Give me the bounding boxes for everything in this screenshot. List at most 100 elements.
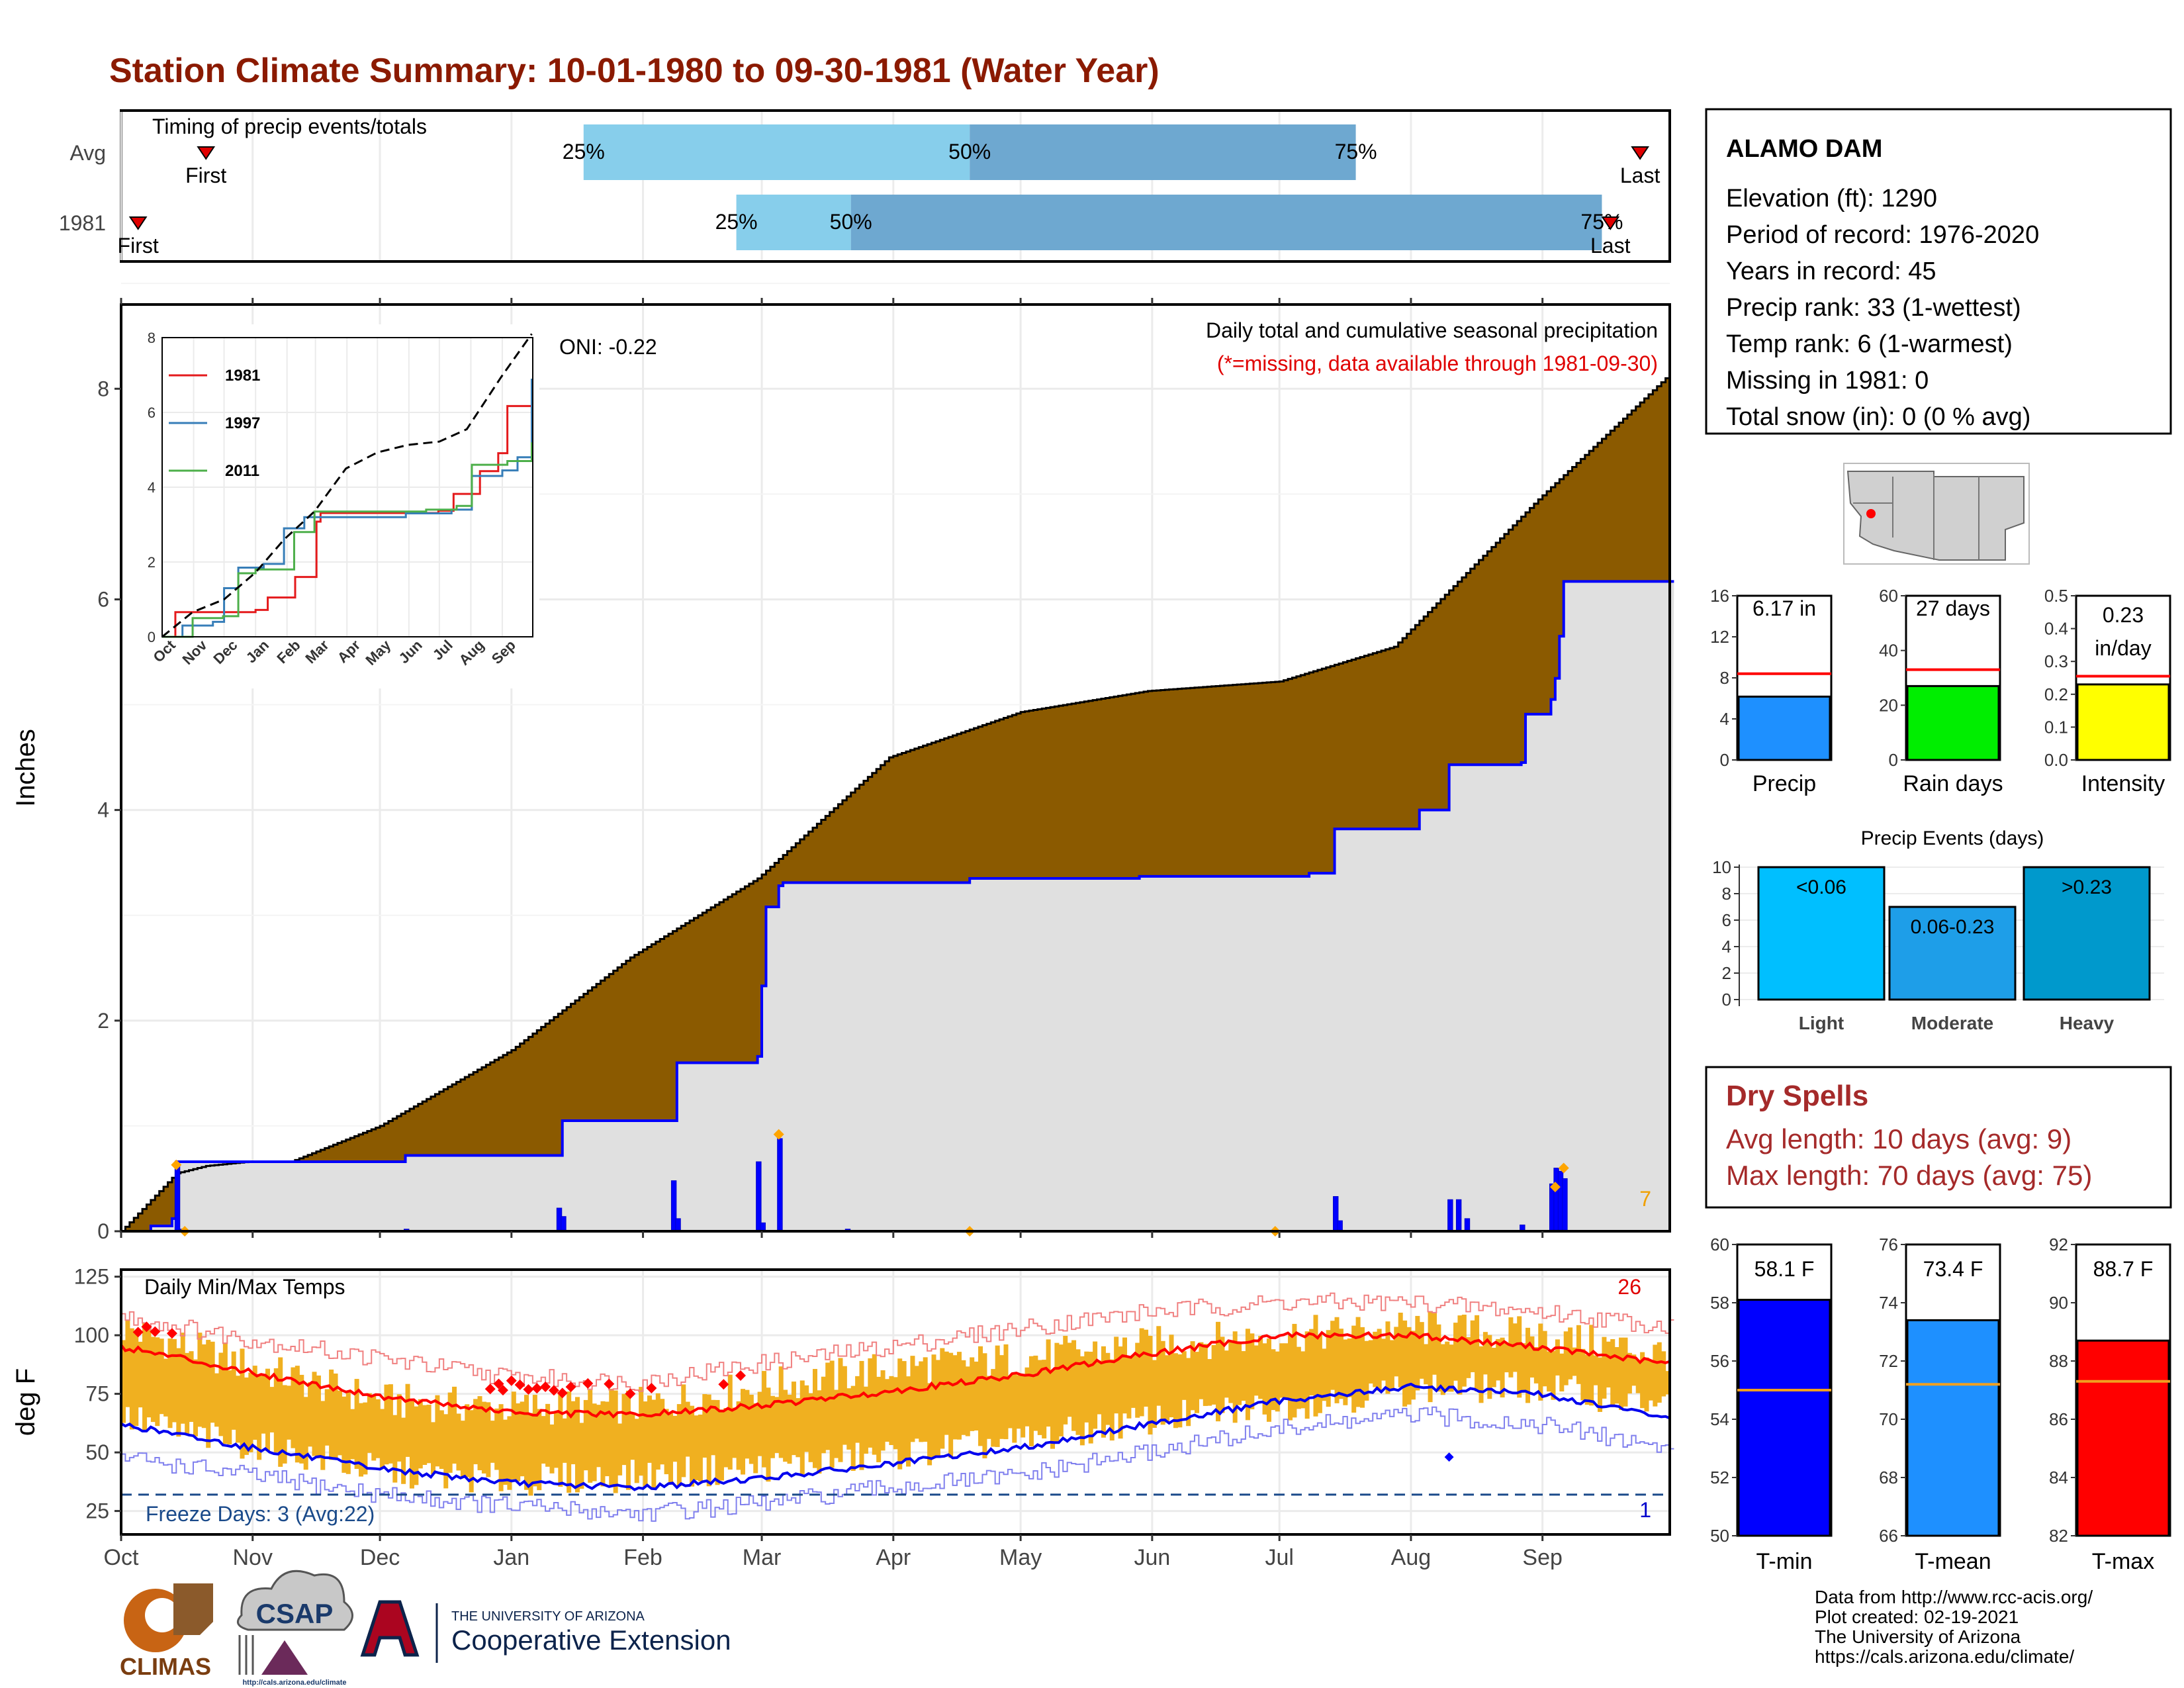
daily-temp-range-bar [278,1357,283,1467]
timing-panel: 25% 50% 75% First Last 25% 50% 75% First Last Tim… [59,109,1671,263]
mini-bar-tick-label: 16 [1710,586,1729,606]
events-bar-label: Light [1799,1013,1844,1033]
record-high-marker [150,1326,161,1337]
temp-summary-tick-label: 76 [1879,1235,1898,1254]
mini-bar-tick-label: 0 [1889,750,1898,770]
daily-temp-range-bar [257,1374,262,1460]
daily-temp-range-bar [1322,1348,1327,1401]
precip-areas [121,377,1674,1233]
daily-temp-range-bar [749,1394,754,1464]
inset-ytick-label: 8 [148,330,156,346]
daily-temp-range-bar [723,1408,729,1468]
daily-temp-range-bar [354,1379,359,1470]
daily-temp-range-bar [507,1416,512,1490]
daily-temp-range-bar [371,1395,377,1461]
daily-precip-bar [777,1138,783,1232]
daily-temp-range-bar [698,1414,703,1481]
daily-temp-range-bar [1631,1354,1637,1386]
daily-temp-range-bar [396,1394,402,1462]
inset-series-line-1981 [162,404,532,638]
daily-temp-range-bar [180,1333,185,1424]
daily-temp-range-bar [727,1374,733,1470]
daily-temp-range-bar [766,1387,771,1482]
daily-temp-range-bar [1135,1342,1140,1418]
daily-temp-range-bar [1496,1338,1501,1381]
daily-temp-range-bar [1572,1347,1577,1376]
ua-small-text: THE UNIVERSITY OF ARIZONA [451,1609,645,1624]
daily-temp-range-bar [647,1395,652,1463]
record-high-marker [604,1378,615,1389]
mini-bar-tick-label: 60 [1879,586,1898,606]
average-min-line [120,1382,1670,1491]
daily-temp-range-bar [473,1399,478,1464]
temp-summary-charts: 50 52 54 56 58 60 58.1 F T-min 66 68 70 72 74 76 73.4 … [1710,1235,2171,1574]
temp-summary-bar [2076,1339,2170,1537]
temp-y-axis: 25 50 75 100 125 [74,1265,121,1523]
daily-temp-range-bar [961,1360,966,1435]
oni-label: ONI: -0.22 [559,335,657,359]
daily-temp-range-bar [1130,1354,1136,1408]
precip-title: Daily total and cumulative seasonal prec… [1206,318,1658,342]
mini-bar-tick-label: 8 [1720,668,1729,688]
daily-temp-range-bar [545,1403,551,1467]
daily-temp-range-bar [935,1360,940,1456]
daily-temp-range-bar [524,1395,529,1490]
record-high-marker [484,1383,496,1395]
timing-bar-q1-1981 [736,195,851,250]
event-diamond-marker [1549,1182,1561,1193]
record-high-marker [565,1382,576,1393]
observed-cumulative-area [121,581,1674,1231]
daily-temp-range-bar [1156,1326,1161,1406]
daily-temp-range-bar [1288,1335,1293,1421]
daily-temp-range-bar [770,1395,775,1458]
temp-panel: 25 50 75 100 125 Oct Nov Dec Jan Feb Mar Apr May Jun… [11,1265,1674,1570]
daily-temp-range-bar [672,1415,678,1462]
temp-summary-tick-label: 58 [1710,1293,1729,1313]
inset-background [122,324,539,688]
record-high-marker [557,1387,568,1399]
daily-temp-range-bar [1635,1360,1641,1393]
average-max-line [120,1331,1670,1419]
daily-precip-bar [1337,1220,1343,1232]
daily-temp-range-bar [1024,1367,1030,1427]
daily-temp-range-bar [1623,1337,1628,1407]
daily-temp-range-bar [171,1338,177,1423]
daily-temp-range-bar [613,1390,618,1493]
mini-bar-value-label: 27 days [1916,596,1990,620]
daily-temp-range-bar [995,1345,1000,1447]
daily-temp-range-bar [1207,1359,1212,1406]
mini-bar-tick-label: 0.2 [2044,684,2068,704]
daily-temp-range-bar [134,1333,139,1427]
daily-temp-range-bar [1457,1315,1463,1395]
inset-series-line-1997 [162,379,533,638]
daily-temp-range-bar [1500,1337,1505,1398]
precip-x-ticks [120,298,1544,1238]
station-name: ALAMO DAM [1726,135,1882,163]
daily-temp-range-bar [1266,1338,1271,1422]
temp-summary-t-max: 82 84 86 88 90 92 88.7 F T-max [2049,1235,2171,1574]
daily-temp-range-bar [1271,1349,1276,1411]
daily-temp-range-bar [639,1387,644,1476]
daily-temp-range-bar [1054,1342,1060,1442]
station-line-years: Years in record: 45 [1726,258,1936,285]
precip-ytick-label: 6 [97,587,109,611]
daily-temp-range-bar [439,1410,444,1470]
daily-temp-range-bar [532,1395,537,1487]
daily-temp-range-bar [1377,1329,1382,1391]
first-marker-label: First [185,164,226,187]
climas-sun-inner [145,1598,179,1632]
daily-temp-range-bar [1232,1331,1238,1423]
daily-temp-range-bar [447,1392,453,1473]
logo-csap: CSAP http://cals.arizona.edu/climate [236,1570,353,1687]
dry-spells-avg: Avg length: 10 days (avg: 9) [1726,1123,2071,1154]
daily-temp-range-bar [668,1412,674,1485]
temp-frame [120,1268,1671,1536]
daily-temp-range-bar [227,1370,232,1445]
daily-temp-range-bar [583,1399,588,1471]
daily-temp-range-bar [1619,1337,1624,1411]
daily-temp-range-bar [549,1424,555,1474]
daily-temp-range-bar [965,1366,970,1436]
daily-temp-range-bar [1224,1350,1229,1398]
daily-temp-range-bar [367,1393,372,1453]
daily-temp-range-bar [1097,1360,1102,1415]
